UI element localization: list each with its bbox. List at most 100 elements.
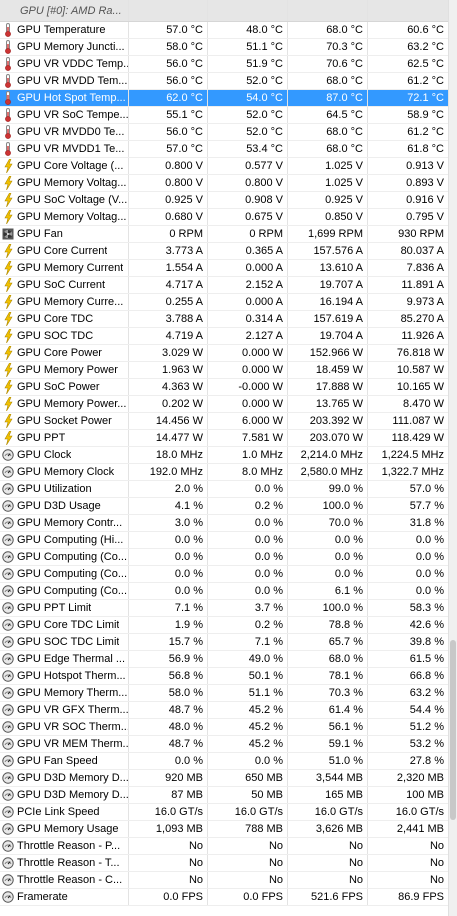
table-row[interactable]: GPU VR MEM Therm... 48.7 % 45.2 % 59.1 % 53.… — [0, 736, 448, 753]
average-value: 1,322.7 MHz — [381, 466, 444, 478]
average-value: 54.4 % — [409, 704, 444, 716]
table-row[interactable]: GPU Computing (Co... 0.0 % 0.0 % 6.1 % 0.0 % — [0, 583, 448, 600]
table-row[interactable]: GPU Core Voltage (... 0.800 V 0.577 V 1.025… — [0, 158, 448, 175]
table-row[interactable]: GPU Core Current 3.773 A 0.365 A 157.576 A 8… — [0, 243, 448, 260]
vertical-scrollbar[interactable] — [448, 0, 457, 916]
maximum-value: 87.0 °C — [288, 90, 368, 106]
current-value: 3.0 % — [129, 515, 208, 531]
minimum-value: 0.0 % — [208, 583, 288, 599]
table-row[interactable]: Throttle Reason - P... No No No No — [0, 838, 448, 855]
sensor-label: GPU Memory Current — [17, 262, 124, 274]
table-row[interactable]: GPU Core TDC 3.788 A 0.314 A 157.619 A 85.27… — [0, 311, 448, 328]
table-row[interactable]: GPU Fan Speed 0.0 % 0.0 % 51.0 % 27.8 % — [0, 753, 448, 770]
sensor-label: GPU Core TDC — [17, 313, 94, 325]
current-value: 56.0 °C — [129, 124, 208, 140]
table-row[interactable]: GPU SOC TDC Limit 15.7 % 7.1 % 65.7 % 39.8 % — [0, 634, 448, 651]
table-row[interactable]: Throttle Reason - T... No No No No — [0, 855, 448, 872]
table-row[interactable]: GPU Memory Usage 1,093 MB 788 MB 3,626 MB 2,… — [0, 821, 448, 838]
table-row[interactable]: PCIe Link Speed 16.0 GT/s 16.0 GT/s 16.0 GT… — [0, 804, 448, 821]
sensor-name-cell: GPU Computing (Co... — [0, 549, 129, 565]
table-row[interactable]: GPU Memory Curre... 0.255 A 0.000 A 16.194 … — [0, 294, 448, 311]
table-row[interactable]: GPU Memory Juncti... 58.0 °C 51.1 °C 70.3 °… — [0, 39, 448, 56]
current-value: 57.0 °C — [129, 22, 208, 38]
average-value: No — [429, 840, 444, 852]
table-row[interactable]: GPU Edge Thermal ... 56.9 % 49.0 % 68.0 % 61… — [0, 651, 448, 668]
minimum-value: 0.314 A — [208, 311, 288, 327]
table-row[interactable]: GPU D3D Memory D... 920 MB 650 MB 3,544 MB 2… — [0, 770, 448, 787]
table-row[interactable]: GPU VR VDDC Temp... 56.0 °C 51.9 °C 70.6 °C… — [0, 56, 448, 73]
current-value: 0.680 V — [129, 209, 208, 225]
table-row[interactable]: GPU Hotspot Therm... 56.8 % 50.1 % 78.1 % 66… — [0, 668, 448, 685]
gauge-icon — [2, 482, 14, 496]
sensor-name-cell: GPU SOC TDC — [0, 328, 129, 344]
maximum-value: 19.707 A — [288, 277, 368, 293]
table-row[interactable]: GPU Temperature 57.0 °C 48.0 °C 68.0 °C 60.6… — [0, 22, 448, 39]
table-row[interactable]: GPU Core Power 3.029 W 0.000 W 152.966 W 76.… — [0, 345, 448, 362]
table-row[interactable]: GPU Socket Power 14.456 W 6.000 W 203.392 W… — [0, 413, 448, 430]
table-row[interactable]: GPU Computing (Co... 0.0 % 0.0 % 0.0 % 0.0 % — [0, 566, 448, 583]
sensor-label: GPU Edge Thermal ... — [17, 653, 126, 665]
table-row[interactable]: GPU PPT Limit 7.1 % 3.7 % 100.0 % 58.3 % — [0, 600, 448, 617]
table-row[interactable]: GPU VR SoC Tempe... 55.1 °C 52.0 °C 64.5 °C… — [0, 107, 448, 124]
current-value: 4.717 A — [129, 277, 208, 293]
sensor-label: GPU Fan — [17, 228, 63, 240]
minimum-value: 45.2 % — [208, 736, 288, 752]
table-row[interactable]: GPU Memory Clock 192.0 MHz 8.0 MHz 2,580.0 … — [0, 464, 448, 481]
table-row[interactable]: GPU Core TDC Limit 1.9 % 0.2 % 78.8 % 42.6 % — [0, 617, 448, 634]
average-value: 53.2 % — [409, 738, 444, 750]
table-row[interactable]: GPU Memory Contr... 3.0 % 0.0 % 70.0 % 31.8 … — [0, 515, 448, 532]
average-value: 57.7 % — [409, 500, 444, 512]
minimum-value: 51.9 °C — [208, 56, 288, 72]
table-row[interactable]: Throttle Reason - C... No No No No — [0, 872, 448, 889]
maximum-value: 157.619 A — [288, 311, 368, 327]
table-row[interactable]: GPU Memory Current 1.554 A 0.000 A 13.610 A… — [0, 260, 448, 277]
average-value: 58.3 % — [409, 602, 444, 614]
table-row[interactable]: Framerate 0.0 FPS 0.0 FPS 521.6 FPS 86.9 FPS — [0, 889, 448, 906]
table-row[interactable]: GPU SoC Current 4.717 A 2.152 A 19.707 A 11.… — [0, 277, 448, 294]
table-row[interactable]: GPU VR MVDD1 Te... 57.0 °C 53.4 °C 68.0 °C 6… — [0, 141, 448, 158]
table-row[interactable]: GPU VR MVDD0 Te... 56.0 °C 52.0 °C 68.0 °C 6… — [0, 124, 448, 141]
table-row[interactable]: GPU Fan 0 RPM 0 RPM 1,699 RPM 930 RPM — [0, 226, 448, 243]
table-row[interactable]: GPU VR GFX Therm... 48.7 % 45.2 % 61.4 % 54.… — [0, 702, 448, 719]
sensor-label: GPU VR VDDC Temp... — [17, 58, 128, 70]
table-row[interactable]: GPU Utilization 2.0 % 0.0 % 99.0 % 57.0 % — [0, 481, 448, 498]
sensor-name-cell: GPU Core Power — [0, 345, 129, 361]
table-row[interactable]: GPU SoC Power 4.363 W -0.000 W 17.888 W 10.1… — [0, 379, 448, 396]
table-row[interactable]: GPU Clock 18.0 MHz 1.0 MHz 2,214.0 MHz 1,224… — [0, 447, 448, 464]
gauge-icon — [2, 499, 14, 513]
current-value: 920 MB — [129, 770, 208, 786]
current-value: 3.773 A — [129, 243, 208, 259]
table-row[interactable]: GPU Memory Voltag... 0.680 V 0.675 V 0.850 … — [0, 209, 448, 226]
table-row[interactable]: GPU Hot Spot Temp... 62.0 °C 54.0 °C 87.0 °… — [0, 90, 448, 107]
average-value: 111.087 W — [392, 415, 444, 427]
table-row[interactable]: GPU D3D Memory D... 87 MB 50 MB 165 MB 100 M… — [0, 787, 448, 804]
maximum-value: 100.0 % — [288, 498, 368, 514]
table-row[interactable]: GPU Memory Therm... 58.0 % 51.1 % 70.3 % 63.… — [0, 685, 448, 702]
table-row[interactable]: GPU VR SOC Therm... 48.0 % 45.2 % 56.1 % 51.… — [0, 719, 448, 736]
minimum-value: 788 MB — [208, 821, 288, 837]
sensor-name-cell: GPU Clock — [0, 447, 129, 463]
table-row[interactable]: GPU Computing (Hi... 0.0 % 0.0 % 0.0 % 0.0 % — [0, 532, 448, 549]
sensor-label: GPU D3D Memory D... — [17, 789, 128, 801]
average-value: 80.037 A — [400, 245, 444, 257]
average-value: 61.8 °C — [407, 143, 444, 155]
table-row[interactable]: GPU Computing (Co... 0.0 % 0.0 % 0.0 % 0.0 % — [0, 549, 448, 566]
average-value: 66.8 % — [409, 670, 444, 682]
gauge-icon — [2, 873, 14, 887]
table-row[interactable]: GPU PPT 14.477 W 7.581 W 203.070 W 118.429 W — [0, 430, 448, 447]
scrollbar-thumb[interactable] — [450, 640, 456, 820]
minimum-value: No — [208, 855, 288, 871]
table-row[interactable]: GPU Memory Power 1.963 W 0.000 W 18.459 W 10… — [0, 362, 448, 379]
table-row[interactable]: GPU VR MVDD Tem... 56.0 °C 52.0 °C 68.0 °C 6… — [0, 73, 448, 90]
table-row[interactable]: GPU Memory Voltag... 0.800 V 0.800 V 1.025 … — [0, 175, 448, 192]
average-value: 51.2 % — [409, 721, 444, 733]
table-row[interactable]: GPU SOC TDC 4.719 A 2.127 A 19.704 A 11.926 … — [0, 328, 448, 345]
sensor-label: GPU Memory Usage — [17, 823, 119, 835]
table-row[interactable]: GPU SoC Voltage (V... 0.925 V 0.908 V 0.925… — [0, 192, 448, 209]
maximum-value: 2,214.0 MHz — [288, 447, 368, 463]
table-row[interactable]: GPU D3D Usage 4.1 % 0.2 % 100.0 % 57.7 % — [0, 498, 448, 515]
gpu-group-header[interactable]: GPU [#0]: AMD Ra... — [0, 0, 448, 22]
bolt-icon — [2, 312, 14, 326]
table-row[interactable]: GPU Memory Power... 0.202 W 0.000 W 13.765 … — [0, 396, 448, 413]
current-value: 0 RPM — [129, 226, 208, 242]
